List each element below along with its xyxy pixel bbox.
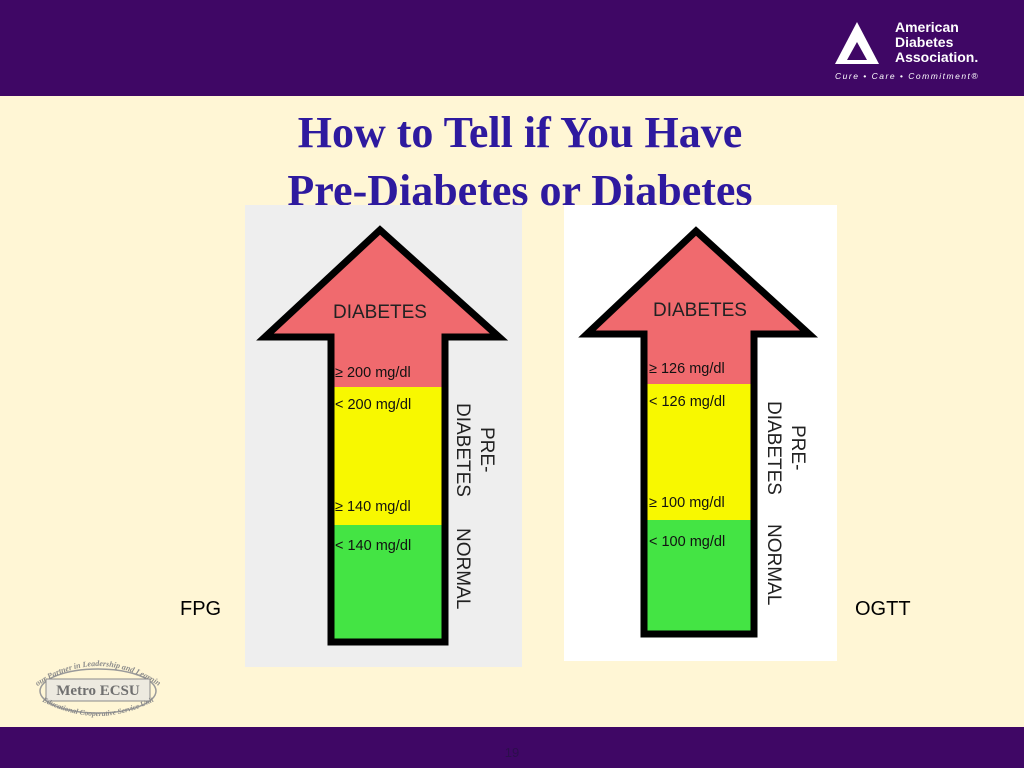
slide-title: How to Tell if You Have Pre-Diabetes or …	[200, 104, 840, 220]
prediabetes-zone	[644, 384, 754, 520]
prediabetes-lower-label: ≥ 140 mg/dl	[335, 499, 411, 515]
ada-logo-line: Diabetes	[895, 34, 954, 50]
diabetes-label: DIABETES	[333, 302, 427, 323]
normal-zone	[644, 520, 754, 634]
ada-logo-line: Association.	[895, 49, 979, 65]
page-number: 19	[504, 745, 520, 760]
ada-logo-name: American Diabetes Association.	[895, 20, 978, 65]
normal-upper-label: < 140 mg/dl	[335, 538, 411, 554]
slide-title-line: How to Tell if You Have	[297, 108, 743, 157]
diabetes-threshold-label: ≥ 126 mg/dl	[649, 361, 725, 377]
fpg-label: FPG	[180, 598, 222, 620]
emblem-ring	[39, 668, 157, 714]
ogtt-arrow: DIABETES ≥ 126 mg/dl < 126 mg/dl ≥ 100 m…	[564, 205, 837, 661]
arrow-outline	[256, 225, 509, 646]
ada-tagline: Cure • Care • Commitment®	[835, 71, 980, 81]
fpg-arrow-panel: DIABETES ≥ 200 mg/dl < 200 mg/dl ≥ 140 m…	[245, 205, 522, 667]
normal-label: NORMAL	[763, 524, 784, 605]
prediabetes-upper-label: < 126 mg/dl	[649, 394, 725, 410]
prediabetes-upper-label: < 200 mg/dl	[335, 397, 411, 413]
prediabetes-lower-label: ≥ 100 mg/dl	[649, 495, 725, 511]
emblem-banner	[45, 678, 151, 702]
footer-bar	[0, 727, 1024, 768]
prediabetes-label-line: PRE-	[476, 427, 497, 472]
prediabetes-label-line: DIABETES	[452, 403, 473, 497]
diabetes-threshold-label: ≥ 200 mg/dl	[335, 365, 411, 381]
ogtt-label: OGTT	[855, 598, 911, 620]
normal-upper-label: < 100 mg/dl	[649, 534, 725, 550]
ada-logo: American Diabetes Association. Cure • Ca…	[835, 18, 1000, 84]
ogtt-arrow-panel: DIABETES ≥ 126 mg/dl < 126 mg/dl ≥ 100 m…	[564, 205, 837, 661]
prediabetes-label-line: PRE-	[787, 425, 808, 470]
normal-zone	[331, 525, 445, 642]
metro-ecsu-logo: Your Partner in Leadership and Learning …	[25, 640, 168, 723]
metro-ecsu-emblem: Your Partner in Leadership and Learning …	[25, 640, 163, 718]
diabetes-label: DIABETES	[653, 300, 747, 321]
ada-logo-line: American	[895, 19, 959, 35]
prediabetes-label-line: DIABETES	[763, 401, 784, 495]
normal-label: NORMAL	[452, 528, 473, 609]
fpg-arrow: DIABETES ≥ 200 mg/dl < 200 mg/dl ≥ 140 m…	[245, 205, 522, 667]
diabetes-zone	[265, 230, 499, 387]
emblem-name: Metro ECSU	[56, 683, 140, 699]
prediabetes-zone	[331, 387, 445, 525]
ada-triangle-icon	[835, 22, 879, 64]
arrow-outline	[578, 226, 819, 638]
